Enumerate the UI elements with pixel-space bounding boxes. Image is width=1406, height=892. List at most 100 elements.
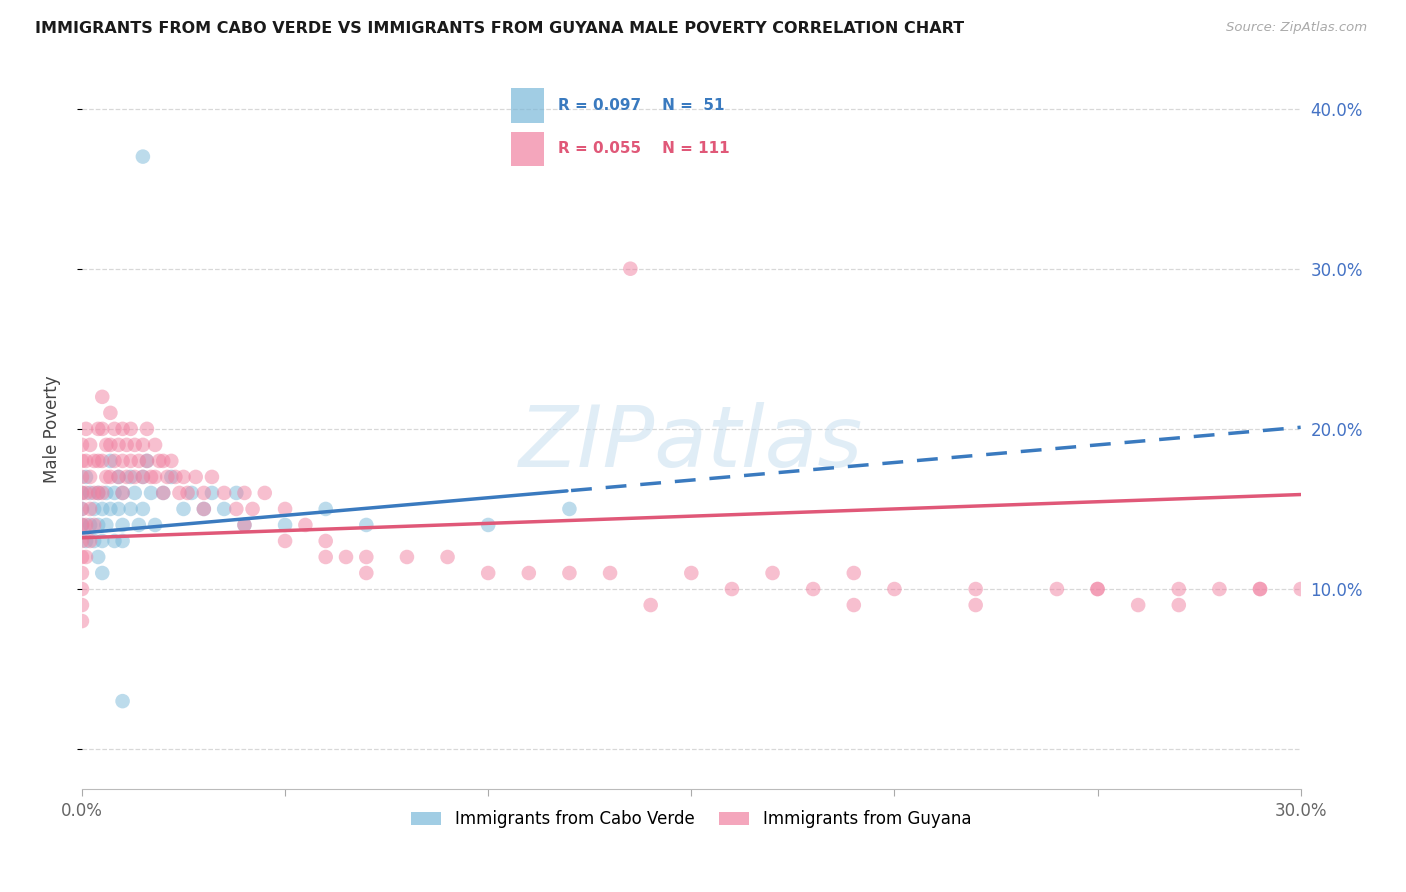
Point (132, 438, 155, 452)
Point (100, 470, 122, 484)
Point (517, 566, 540, 580)
Legend: Immigrants from Cabo Verde, Immigrants from Guyana: Immigrants from Cabo Verde, Immigrants f… (405, 804, 979, 835)
Point (120, 502, 142, 516)
Point (100, 438, 122, 452)
Point (176, 486, 198, 500)
Point (70, 502, 93, 516)
Point (91, 390, 114, 404)
Point (128, 518, 150, 533)
Point (801, 582, 824, 596)
Point (274, 502, 297, 516)
Point (111, 518, 134, 533)
Point (91, 422, 114, 436)
Point (315, 502, 337, 516)
Point (79, 533, 101, 548)
Point (83, 502, 105, 516)
Point (477, 518, 499, 533)
Point (599, 566, 621, 580)
Point (124, 470, 146, 484)
Point (83, 454, 105, 468)
Point (120, 454, 142, 468)
Point (640, 598, 662, 612)
Point (83, 533, 105, 548)
Point (156, 470, 179, 484)
Text: IMMIGRANTS FROM CABO VERDE VS IMMIGRANTS FROM GUYANA MALE POVERTY CORRELATION CH: IMMIGRANTS FROM CABO VERDE VS IMMIGRANTS… (35, 21, 965, 36)
Point (79, 438, 101, 452)
Point (1208, 582, 1230, 596)
Point (132, 150, 155, 164)
Point (1289, 582, 1312, 596)
Point (107, 470, 129, 484)
Point (721, 582, 744, 596)
Point (103, 486, 125, 500)
Point (111, 694, 134, 708)
Point (356, 566, 378, 580)
Y-axis label: Male Poverty: Male Poverty (44, 375, 60, 483)
Text: Source: ZipAtlas.com: Source: ZipAtlas.com (1226, 21, 1367, 34)
Point (395, 549, 418, 564)
Point (87, 518, 110, 533)
Point (75, 470, 97, 484)
Point (103, 454, 125, 468)
Point (761, 566, 783, 580)
Point (70, 549, 93, 564)
Point (253, 486, 276, 500)
Point (965, 598, 987, 612)
Point (79, 486, 101, 500)
Point (201, 470, 224, 484)
Point (356, 549, 378, 564)
Point (173, 470, 195, 484)
Point (75, 549, 97, 564)
Point (1046, 582, 1069, 596)
Point (96, 470, 118, 484)
Point (152, 486, 174, 500)
Point (83, 518, 105, 533)
Point (681, 566, 703, 580)
Point (165, 470, 187, 484)
Point (87, 422, 110, 436)
Point (184, 470, 207, 484)
Point (477, 566, 499, 580)
Point (100, 454, 122, 468)
Point (70, 438, 93, 452)
Point (274, 533, 297, 548)
Point (79, 502, 101, 516)
Point (111, 486, 134, 500)
Point (124, 438, 146, 452)
Point (79, 518, 101, 533)
Point (75, 422, 97, 436)
Point (70, 582, 93, 596)
Point (70, 614, 93, 628)
Point (842, 598, 865, 612)
Point (1128, 598, 1150, 612)
Point (136, 454, 159, 468)
Point (233, 518, 256, 533)
Point (160, 470, 183, 484)
Point (152, 454, 174, 468)
Point (75, 454, 97, 468)
Point (225, 486, 247, 500)
Point (315, 549, 337, 564)
Point (96, 438, 118, 452)
Point (1249, 582, 1271, 596)
Point (242, 502, 264, 516)
Point (160, 454, 183, 468)
Point (70, 566, 93, 580)
Point (83, 486, 105, 500)
Point (70, 486, 93, 500)
Point (70, 454, 93, 468)
Point (132, 470, 155, 484)
Point (100, 406, 122, 420)
Point (107, 438, 129, 452)
Point (1167, 582, 1189, 596)
Point (193, 486, 215, 500)
Point (132, 502, 155, 516)
Point (111, 486, 134, 500)
Point (201, 486, 224, 500)
Point (70, 486, 93, 500)
Point (132, 470, 155, 484)
Point (70, 518, 93, 533)
Point (70, 518, 93, 533)
Point (70, 470, 93, 484)
Point (107, 470, 129, 484)
